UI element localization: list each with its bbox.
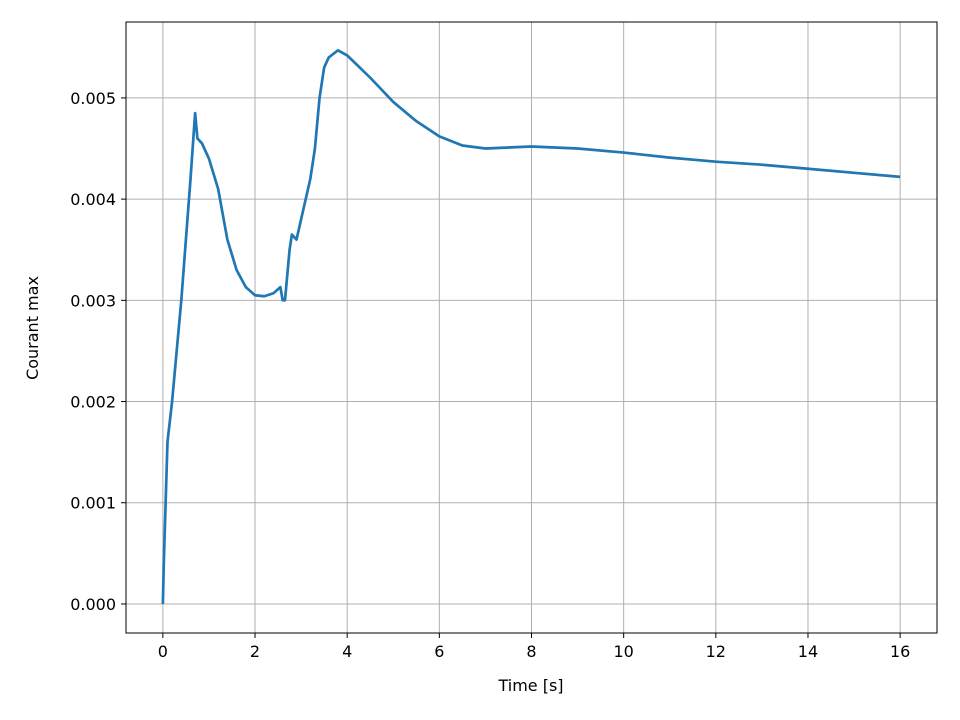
x-tick-label: 16: [890, 642, 910, 661]
x-tick-label: 0: [158, 642, 168, 661]
y-tick-label: 0.005: [70, 89, 116, 108]
y-axis-label: Courant max: [23, 276, 42, 380]
data-line: [161, 48, 901, 604]
y-tick-label: 0.004: [70, 190, 116, 209]
x-tick-label: 14: [798, 642, 818, 661]
x-tick-label: 6: [434, 642, 444, 661]
y-tick-label: 0.001: [70, 494, 116, 513]
x-tick-label: 8: [526, 642, 536, 661]
x-axis-label: Time [s]: [497, 676, 563, 695]
plot-frame: [125, 21, 938, 634]
x-tick-label: 4: [342, 642, 352, 661]
y-tick-label: 0.000: [70, 595, 116, 614]
x-tick-label: 12: [706, 642, 726, 661]
y-tick-label: 0.002: [70, 393, 116, 412]
x-tick-label: 2: [250, 642, 260, 661]
x-tick-label: 10: [613, 642, 633, 661]
y-tick-label: 0.003: [70, 291, 116, 310]
